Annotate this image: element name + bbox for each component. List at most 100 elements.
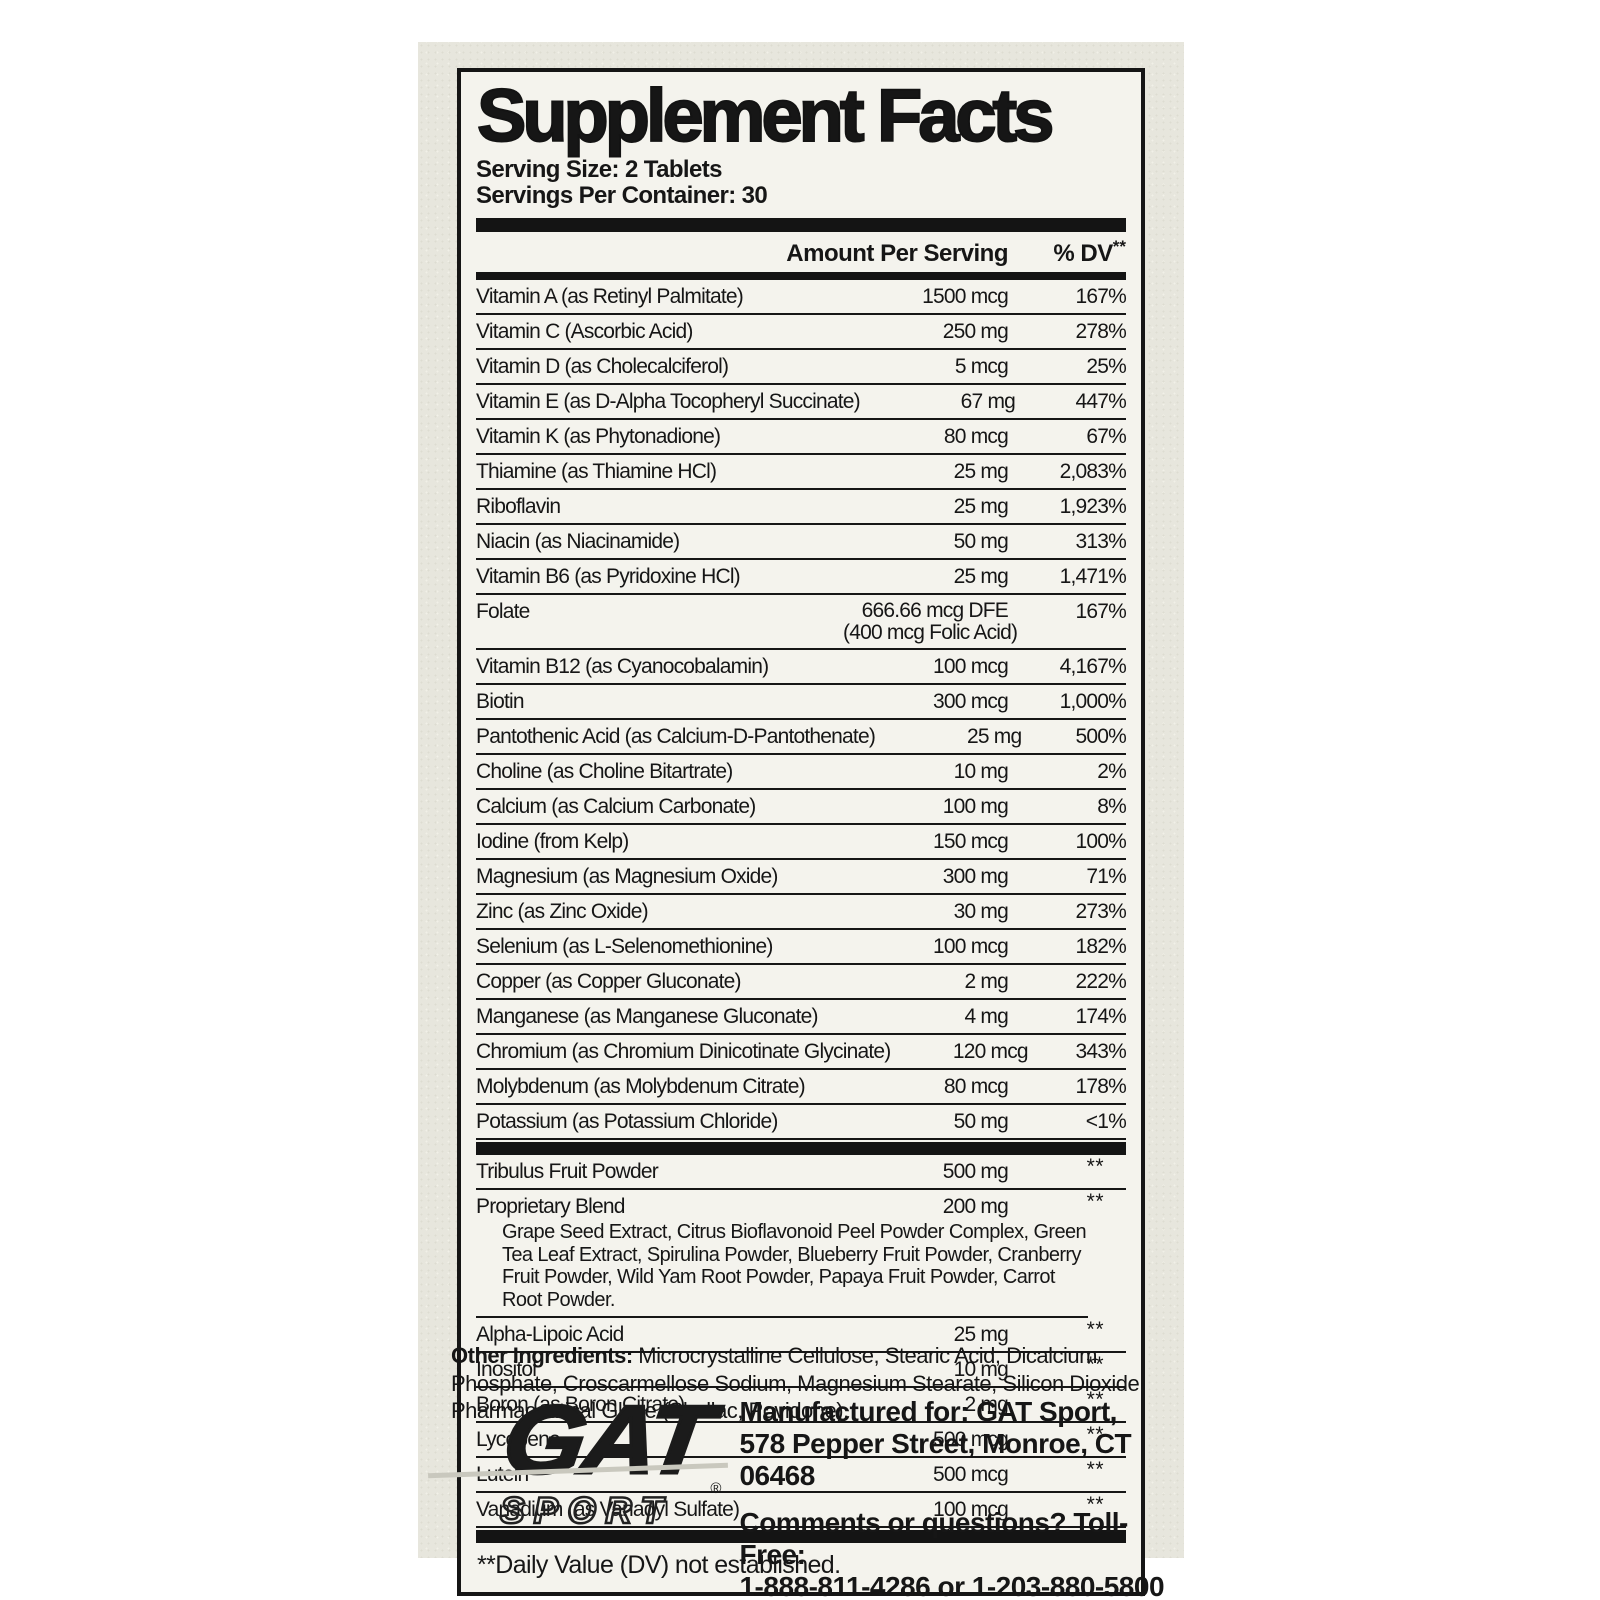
table-row: Copper (as Copper Gluconate) 2 mg 222% (476, 965, 1127, 1001)
servings-per-container: Servings Per Container: 30 (476, 181, 768, 209)
amount-value: 80 mcg (943, 1075, 1009, 1099)
dv-value: 2% (1097, 760, 1127, 784)
nutrient-table: Vitamin A (as Retinyl Palmitate) 1500 mcg… (476, 280, 1127, 1528)
amount-value: 100 mcg (933, 1497, 1009, 1521)
table-row: Potassium (as Potassium Chloride) 50 mg <1… (476, 1105, 1127, 1141)
ingredient-name: Lycopene (476, 1427, 561, 1451)
ingredient-name: Pantothenic Acid (as Calcium-D-Pantothen… (476, 725, 876, 749)
phone-numbers-line: 1-888-811-4286 or 1-203-880-5800 (739, 1570, 1165, 1600)
serving-size: Serving Size: 2 Tablets (476, 155, 722, 183)
dv-value: ** (1008, 1423, 1126, 1452)
amount-value: 25 mg (953, 565, 1009, 589)
dv-header-asterisks: ** (1112, 237, 1126, 257)
manufactured-for-line: Manufactured for: GAT Sport, (739, 1396, 1117, 1427)
amount-value: 2 mg (964, 970, 1009, 994)
amount-value: 100 mcg (933, 655, 1009, 679)
dv-value: 178% (1075, 1075, 1126, 1099)
dv-value: 182% (1075, 935, 1126, 959)
table-row: Molybdenum (as Molybdenum Citrate) 80 mcg… (476, 1070, 1127, 1106)
not-established-asterisks: ** (1086, 1492, 1104, 1516)
dv-value: 8% (1097, 795, 1127, 819)
toll-free-line: Comments or questions? Toll-Free: (739, 1506, 1128, 1570)
amount-value: 50 mg (953, 530, 1009, 554)
ingredient-name: Choline (as Choline Bitartrate) (476, 760, 733, 784)
amount-line-2: (400 mcg Folic Acid) (843, 621, 1018, 645)
divider-under-header (476, 272, 1126, 281)
ingredient-name: Vitamin A (as Retinyl Palmitate) (476, 285, 744, 309)
section-divider (476, 1142, 1126, 1156)
table-row: Calcium (as Calcium Carbonate) 100 mg 8% (476, 790, 1127, 826)
dv-value: ** (1008, 1318, 1126, 1347)
contact-info: Comments or questions? Toll-Free: 1-888-… (739, 1507, 1184, 1600)
table-row: Zinc (as Zinc Oxide) 30 mg 273% (476, 895, 1127, 931)
divider-thick-top (476, 218, 1126, 233)
table-row: Vitamin K (as Phytonadione) 80 mcg 67% (476, 420, 1127, 456)
other-ingredients: Other Ingredients: Microcrystalline Cell… (451, 1342, 1151, 1425)
table-row: Proprietary Blend 200 mg ** (476, 1190, 1126, 1223)
column-header-row: Amount Per Serving % DV** (476, 232, 1126, 272)
supplement-label: Supplement Facts Serving Size: 2 Tablets… (418, 42, 1184, 1600)
ingredient-name: Thiamine (as Thiamine HCl) (476, 460, 717, 484)
table-row: Vitamin C (Ascorbic Acid) 250 mg 278% (476, 315, 1127, 351)
amount-value: 300 mcg (933, 690, 1009, 714)
table-row: Folate 666.66 mcg DFE (400 mcg Folic Acid)… (476, 595, 1127, 651)
ingredient-name: Alpha-Lipoic Acid (476, 1322, 624, 1346)
amount-value: 1500 mcg (922, 285, 1009, 309)
table-row: Lycopene 500 mcg ** (476, 1423, 1126, 1458)
amount-value: 30 mg (953, 900, 1009, 924)
amount-value: 120 mcg (952, 1040, 1029, 1064)
other-ingredients-label: Other Ingredients: (451, 1343, 633, 1368)
dv-footnote: **Daily Value (DV) not established. (477, 1550, 841, 1579)
ingredient-name: Vitamin B12 (as Cyanocobalamin) (476, 655, 769, 679)
amount-value: 80 mcg (943, 425, 1009, 449)
amount-value: 25 mg (953, 495, 1009, 519)
amount-value: 100 mcg (933, 935, 1009, 959)
table-row: Pantothenic Acid (as Calcium-D-Pantothen… (476, 720, 1127, 756)
amount-value: 50 mg (953, 1110, 1009, 1134)
divider-before-footnote (476, 1529, 1126, 1543)
table-row: Boron (as Boron Citrate) 2 mg ** (476, 1388, 1126, 1423)
table-row: Manganese (as Manganese Gluconate) 4 mg 17… (476, 1000, 1127, 1036)
amount-value: 200 mg (942, 1195, 1009, 1219)
amount-value: 2 mg (964, 1392, 1009, 1416)
dv-value: 222% (1075, 970, 1126, 994)
not-established-asterisks: ** (1086, 1317, 1104, 1341)
footer-block: GAT SPORT ® Manufactured for: GAT Sport,… (428, 1383, 1184, 1600)
street-address-line: 578 Pepper Street, Monroe, CT 06468 (739, 1428, 1132, 1492)
amount-value: 10 mg (953, 1357, 1009, 1381)
dv-value: 4,167% (1059, 655, 1127, 679)
amount-value: 4 mg (964, 1005, 1009, 1029)
dv-value: ** (1008, 1388, 1126, 1417)
not-established-asterisks: ** (1086, 1190, 1104, 1214)
amount-value: 100 mg (942, 795, 1009, 819)
dv-value: ** (1008, 1458, 1126, 1487)
dv-value: 343% (1075, 1040, 1126, 1064)
table-row: Lutein500 mcg** (476, 1458, 1126, 1493)
dv-value: ** (1008, 1155, 1126, 1184)
ingredient-name: Molybdenum (as Molybdenum Citrate) (476, 1075, 806, 1099)
manufacturer-info: Manufactured for: GAT Sport, 578 Pepper … (739, 1394, 1184, 1600)
manufacturer-address: Manufactured for: GAT Sport, 578 Pepper … (739, 1396, 1184, 1493)
ingredient-name: Vitamin K (as Phytonadione) (476, 425, 721, 449)
dv-value: 278% (1075, 320, 1126, 344)
ingredient-name: Niacin (as Niacinamide) (476, 530, 680, 554)
amount-line-1: 666.66 mcg DFE (861, 599, 1009, 623)
dv-value: 313% (1075, 530, 1126, 554)
amount-value: 10 mg (953, 760, 1009, 784)
table-row: Magnesium (as Magnesium Oxide) 300 mg 71% (476, 860, 1127, 896)
table-row: Vitamin B6 (as Pyridoxine HCl) 25 mg 1,471… (476, 560, 1127, 596)
dv-value: 67% (1086, 425, 1126, 449)
gat-sport-logo: GAT SPORT ® (428, 1383, 728, 1544)
not-established-asterisks: ** (1086, 1457, 1104, 1481)
amount-value: 500 mcg (933, 1462, 1009, 1486)
dv-value: 167% (1075, 600, 1126, 624)
amount-value: 250 mg (942, 320, 1009, 344)
ingredient-name: Selenium (as L-Selenomethionine) (476, 935, 773, 959)
not-established-asterisks: ** (1086, 1422, 1104, 1446)
ingredient-name: Zinc (as Zinc Oxide) (476, 900, 649, 924)
dv-value: 447% (1075, 390, 1126, 414)
ingredient-name: Vanadium (as Vanadyl Sulfate) (476, 1497, 740, 1521)
dv-value: 1,471% (1059, 565, 1127, 589)
dv-value: 273% (1075, 900, 1126, 924)
table-row: Thiamine (as Thiamine HCl) 25 mg 2,083% (476, 455, 1127, 491)
